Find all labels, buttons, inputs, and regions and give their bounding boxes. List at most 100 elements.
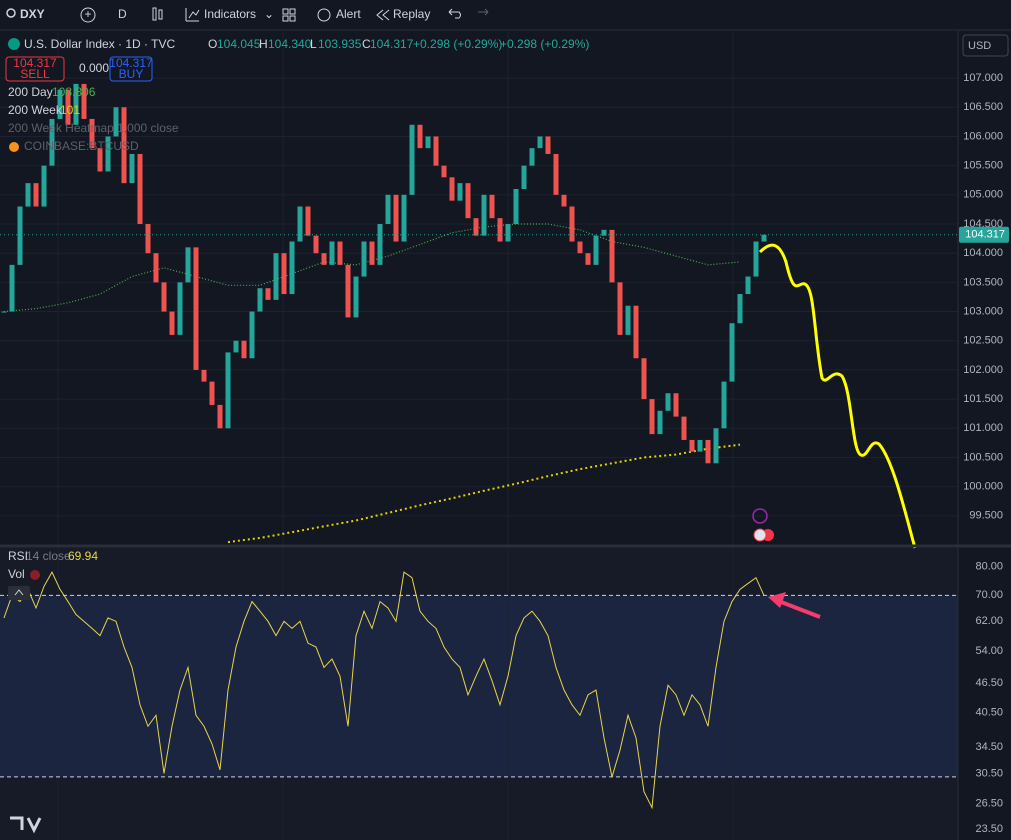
candle bbox=[561, 194, 567, 207]
candle bbox=[33, 183, 39, 207]
buy-button[interactable] bbox=[109, 56, 153, 82]
y-tick-label: 106.000 bbox=[963, 130, 1003, 142]
y-tick-label: 102.500 bbox=[963, 335, 1003, 347]
alert-icon[interactable] bbox=[317, 8, 331, 22]
candle bbox=[745, 276, 751, 295]
indicators-button[interactable]: Indicators bbox=[204, 7, 256, 21]
candle bbox=[465, 183, 471, 219]
y-tick-label: 100.000 bbox=[963, 481, 1003, 493]
candle bbox=[97, 148, 103, 172]
candle bbox=[481, 194, 487, 236]
ohlc-label: O bbox=[208, 37, 217, 51]
arrow-head bbox=[768, 592, 786, 608]
layouts-icon[interactable] bbox=[282, 8, 296, 22]
candle bbox=[489, 194, 495, 219]
buy-price[interactable]: 104.317 bbox=[109, 56, 153, 70]
candle bbox=[417, 124, 423, 149]
candle bbox=[345, 264, 351, 318]
y-tick-label: 30.50 bbox=[975, 767, 1003, 779]
change: +0.298 (+0.29%) bbox=[500, 37, 589, 51]
sell-label[interactable]: SELL bbox=[20, 67, 50, 81]
candle bbox=[273, 253, 279, 300]
candle bbox=[209, 381, 215, 405]
event-icon[interactable] bbox=[753, 528, 767, 542]
ohlc-label: C bbox=[362, 37, 371, 51]
y-tick-label: 62.00 bbox=[975, 615, 1003, 627]
candle bbox=[497, 218, 503, 242]
candle bbox=[393, 194, 399, 242]
candle bbox=[601, 229, 607, 236]
sell-button[interactable] bbox=[5, 56, 65, 82]
candle bbox=[161, 282, 167, 312]
candle bbox=[89, 118, 95, 149]
undo-button[interactable] bbox=[448, 8, 461, 19]
indicators-icon[interactable] bbox=[185, 8, 200, 22]
candle bbox=[697, 439, 703, 452]
candle bbox=[441, 165, 447, 178]
rsi-line bbox=[3, 571, 765, 810]
candle bbox=[537, 136, 543, 149]
y-tick-label: 105.500 bbox=[963, 160, 1003, 172]
rsi-subtitle: 14 close bbox=[26, 549, 71, 563]
alert-button[interactable]: Alert bbox=[336, 7, 361, 21]
candle bbox=[513, 188, 519, 225]
buy-label[interactable]: BUY bbox=[119, 67, 144, 81]
candle bbox=[81, 83, 87, 119]
candle bbox=[369, 241, 375, 265]
candle bbox=[673, 393, 679, 417]
candle bbox=[321, 253, 327, 265]
candle bbox=[225, 352, 231, 429]
candle bbox=[17, 206, 23, 265]
projection-drawing bbox=[758, 243, 917, 549]
redo-button[interactable] bbox=[478, 8, 489, 16]
y-tick-label: 103.500 bbox=[963, 276, 1003, 288]
y-tick-label: 100.500 bbox=[963, 451, 1003, 463]
interval[interactable]: D bbox=[118, 7, 127, 21]
candle bbox=[145, 224, 151, 254]
currency-box[interactable] bbox=[962, 34, 1009, 57]
candle bbox=[153, 253, 159, 283]
last-price-label: 104.317 bbox=[965, 229, 1005, 241]
candle bbox=[753, 241, 759, 277]
candle bbox=[433, 136, 439, 166]
dropdown-caret[interactable]: ⌄ bbox=[264, 7, 274, 21]
symbol[interactable]: DXY bbox=[20, 7, 45, 21]
candle bbox=[41, 165, 47, 207]
candle bbox=[553, 153, 559, 195]
candle bbox=[361, 241, 367, 277]
y-tick-label: 102.000 bbox=[963, 364, 1003, 376]
candle bbox=[577, 241, 583, 254]
currency[interactable]: USD bbox=[968, 40, 991, 52]
vol-title: Vol bbox=[8, 567, 25, 581]
candle bbox=[681, 416, 687, 440]
event-icon[interactable] bbox=[752, 508, 768, 524]
candle bbox=[25, 183, 31, 207]
replay-icon[interactable] bbox=[376, 9, 390, 21]
y-tick-label: 70.00 bbox=[975, 589, 1003, 601]
y-tick-label: 105.000 bbox=[963, 189, 1003, 201]
candle bbox=[281, 253, 287, 295]
chart-type-icon[interactable] bbox=[152, 7, 157, 21]
candle bbox=[385, 194, 391, 225]
warning-icon[interactable] bbox=[30, 570, 40, 580]
collapse-button[interactable] bbox=[8, 586, 30, 600]
arrow-shaft bbox=[775, 598, 821, 619]
y-tick-label: 101.000 bbox=[963, 422, 1003, 434]
y-tick-label: 99.500 bbox=[969, 510, 1003, 522]
y-tick-label: 26.50 bbox=[975, 797, 1003, 809]
tv-logo bbox=[10, 816, 42, 834]
replay-button[interactable]: Replay bbox=[393, 7, 430, 21]
search-icon[interactable] bbox=[6, 8, 16, 18]
y-tick-label: 101.500 bbox=[963, 393, 1003, 405]
change: +0.298 (+0.29%) bbox=[413, 37, 502, 51]
y-tick-label: 103.000 bbox=[963, 305, 1003, 317]
sell-price[interactable]: 104.317 bbox=[13, 56, 57, 70]
candle bbox=[169, 311, 175, 335]
legend-name: 200 Week Heatmap 1,000 close bbox=[8, 121, 179, 135]
compare-button[interactable] bbox=[80, 7, 96, 23]
candle bbox=[305, 206, 311, 236]
candle bbox=[401, 194, 407, 242]
candle bbox=[265, 288, 271, 300]
candle bbox=[137, 153, 143, 225]
